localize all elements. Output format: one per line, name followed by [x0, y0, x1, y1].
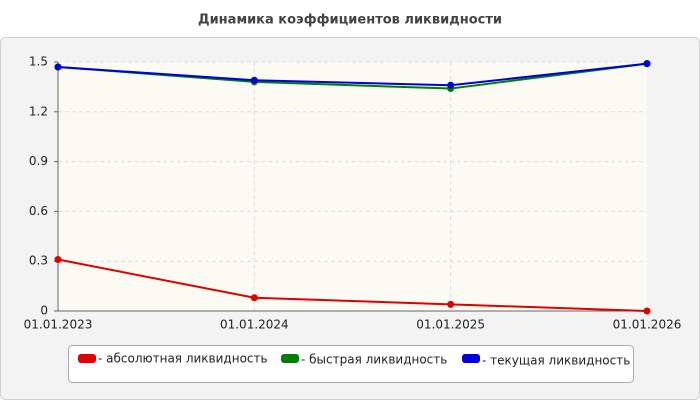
- legend-label: - абсолютная ликвидность: [98, 352, 268, 366]
- data-point: [643, 60, 651, 68]
- legend-label: - текущая ликвидность: [482, 354, 630, 368]
- data-point: [250, 294, 258, 302]
- data-point: [54, 63, 62, 71]
- data-point: [250, 76, 258, 84]
- chart-title: Динамика коэффициентов ликвидности: [198, 13, 502, 28]
- y-tick-label: 1.5: [29, 55, 48, 69]
- x-tick-label: 01.01.2024: [220, 318, 289, 332]
- legend-swatch: [78, 354, 96, 363]
- y-tick-label: 0: [40, 304, 48, 318]
- data-point: [643, 307, 651, 315]
- y-tick-label: 0.3: [29, 254, 48, 268]
- y-tick-label: 0.6: [29, 204, 48, 218]
- plot-area: [58, 62, 647, 311]
- legend-label: - быстрая ликвидность: [301, 353, 447, 367]
- x-tick-label: 01.01.2023: [24, 318, 93, 332]
- y-tick-label: 0.9: [29, 154, 48, 168]
- data-point: [54, 256, 62, 264]
- data-point: [447, 81, 455, 89]
- data-point: [447, 300, 455, 308]
- legend-swatch: [462, 354, 480, 363]
- x-tick-label: 01.01.2026: [613, 318, 682, 332]
- y-tick-label: 1.2: [29, 104, 48, 118]
- series-line: [57, 62, 648, 87]
- legend-box: [68, 345, 634, 383]
- series-line: [57, 258, 648, 312]
- x-tick-label: 01.01.2025: [416, 318, 485, 332]
- legend-swatch: [281, 354, 299, 363]
